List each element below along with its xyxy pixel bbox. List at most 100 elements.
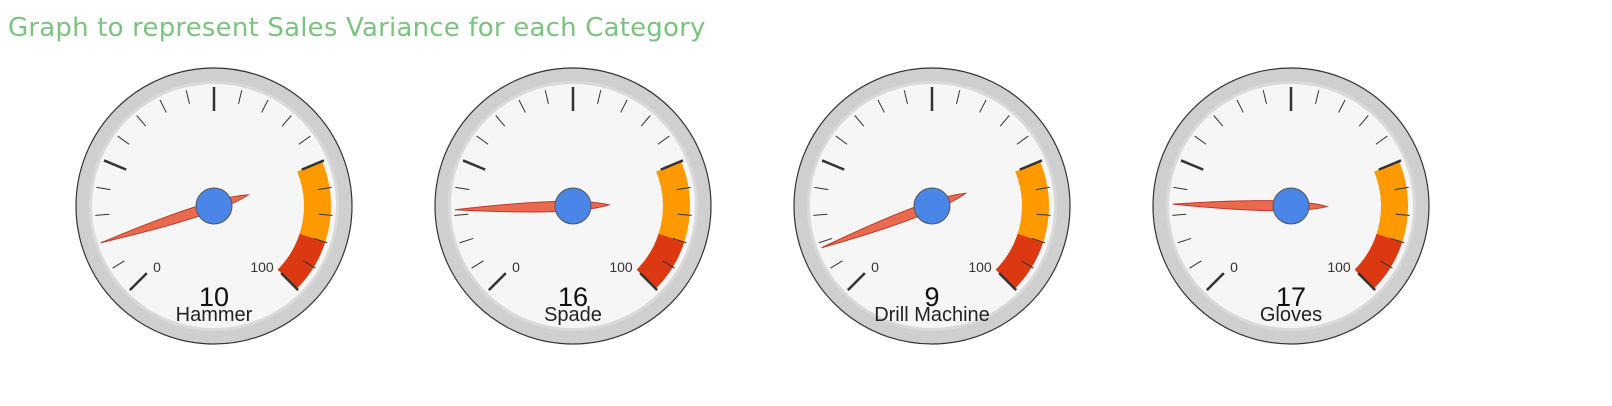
gauge-minor-tick <box>956 90 961 105</box>
gauge-major-tick <box>846 272 866 292</box>
gauge-minor-tick <box>1390 237 1405 244</box>
gauge-minor-tick <box>95 213 110 216</box>
gauge-hub <box>554 187 592 225</box>
gauge-minor-tick <box>1213 115 1224 127</box>
gauge-minor-tick <box>830 260 843 269</box>
gauge-minor-tick <box>1036 213 1051 216</box>
gauge-major-tick <box>487 272 507 292</box>
gauge-major-tick <box>462 159 486 171</box>
gauge-major-tick <box>301 159 325 171</box>
gauge-max-label: 100 <box>250 259 274 275</box>
gauge-max-label: 100 <box>609 259 633 275</box>
gauge-minor-tick <box>1031 237 1046 244</box>
gauge-minor-tick <box>854 115 865 127</box>
gauge-max-label: 100 <box>968 259 992 275</box>
gauge-hub <box>913 187 951 225</box>
gauge-major-tick <box>660 159 684 171</box>
gauge-minor-tick <box>813 213 828 216</box>
gauge-min-label: 0 <box>512 259 520 275</box>
gauge-band <box>1354 233 1403 289</box>
gauge-minor-tick <box>1315 90 1320 105</box>
gauge-minor-tick <box>657 135 670 145</box>
gauge-minor-tick <box>318 213 333 216</box>
gauge-major-tick <box>1019 159 1043 171</box>
gauge-minor-tick <box>313 237 328 244</box>
gauge-minor-tick <box>238 90 243 105</box>
gauge-minor-tick <box>185 90 190 105</box>
gauge-minor-tick <box>662 260 675 269</box>
gauge-major-tick <box>1378 159 1402 171</box>
gauge-band <box>1374 161 1408 243</box>
gauge-band <box>636 233 685 289</box>
gauge-minor-tick <box>1189 260 1202 269</box>
gauge-hub <box>195 187 233 225</box>
gauge-major-tick <box>103 159 127 171</box>
gauge-minor-tick <box>1177 237 1192 244</box>
gauge-minor-tick <box>1358 115 1369 127</box>
gauge-minor-tick <box>303 260 316 269</box>
gauge-label: Spade <box>544 304 602 326</box>
gauge-minor-tick <box>544 90 549 105</box>
gauge-min-label: 0 <box>871 259 879 275</box>
gauge-minor-tick <box>96 186 111 191</box>
gauge-minor-tick <box>317 186 332 191</box>
gauge-minor-tick <box>1172 213 1187 216</box>
gauge-minor-tick <box>597 90 602 105</box>
gauge-minor-tick <box>877 99 885 113</box>
gauge-major-tick <box>639 272 659 292</box>
gauge-value: 10 <box>199 282 229 312</box>
gauge-minor-tick <box>136 115 147 127</box>
gauge-minor-tick <box>1173 186 1188 191</box>
gauge-minor-tick <box>1236 99 1244 113</box>
gauge-major-tick <box>1180 159 1204 171</box>
gauge-minor-tick <box>455 186 470 191</box>
gauge-minor-tick <box>1021 260 1034 269</box>
gauge-minor-tick <box>471 260 484 269</box>
gauge-minor-tick <box>112 260 125 269</box>
gauge-label: Gloves <box>1260 304 1322 326</box>
gauge-minor-tick <box>1394 186 1409 191</box>
gauge-minor-tick <box>298 135 311 145</box>
gauge-minor-tick <box>261 99 269 113</box>
gauge-minor-tick <box>159 99 167 113</box>
gauge-value: 9 <box>924 282 939 312</box>
gauge-minor-tick <box>1016 135 1029 145</box>
gauge-minor-tick <box>677 213 692 216</box>
gauge-minor-tick <box>979 99 987 113</box>
gauge-minor-tick <box>1194 135 1207 145</box>
gauge-min-label: 0 <box>153 259 161 275</box>
gauge-major-tick <box>128 272 148 292</box>
gauge-major-tick <box>280 272 300 292</box>
gauge-minor-tick <box>814 186 829 191</box>
gauge-major-tick <box>1357 272 1377 292</box>
gauge-band <box>1015 161 1049 243</box>
gauge-band <box>297 161 332 243</box>
gauge-minor-tick <box>676 186 691 191</box>
gauge-band <box>656 161 690 243</box>
gauge-minor-tick <box>518 99 526 113</box>
gauge-max-label: 100 <box>1327 259 1351 275</box>
gauge-minor-tick <box>1035 186 1050 191</box>
gauge-minor-tick <box>281 115 292 127</box>
gauge-major-tick <box>821 159 845 171</box>
gauge-hub <box>1272 187 1310 225</box>
gauge-minor-tick <box>1375 135 1388 145</box>
gauge-min-label: 0 <box>1230 259 1238 275</box>
gauge-minor-tick <box>495 115 506 127</box>
gauge-label: Hammer <box>176 304 253 326</box>
gauge-label: Drill Machine <box>874 304 990 326</box>
gauge-minor-tick <box>999 115 1010 127</box>
gauge-minor-tick <box>1395 213 1410 216</box>
gauge-minor-tick <box>818 237 833 244</box>
gauge-major-tick <box>1205 272 1225 292</box>
gauge-major-tick <box>998 272 1018 292</box>
gauge-minor-tick <box>903 90 908 105</box>
gauge-band <box>277 233 326 289</box>
gauge-minor-tick <box>672 237 687 244</box>
gauge-value: 17 <box>1276 282 1306 312</box>
